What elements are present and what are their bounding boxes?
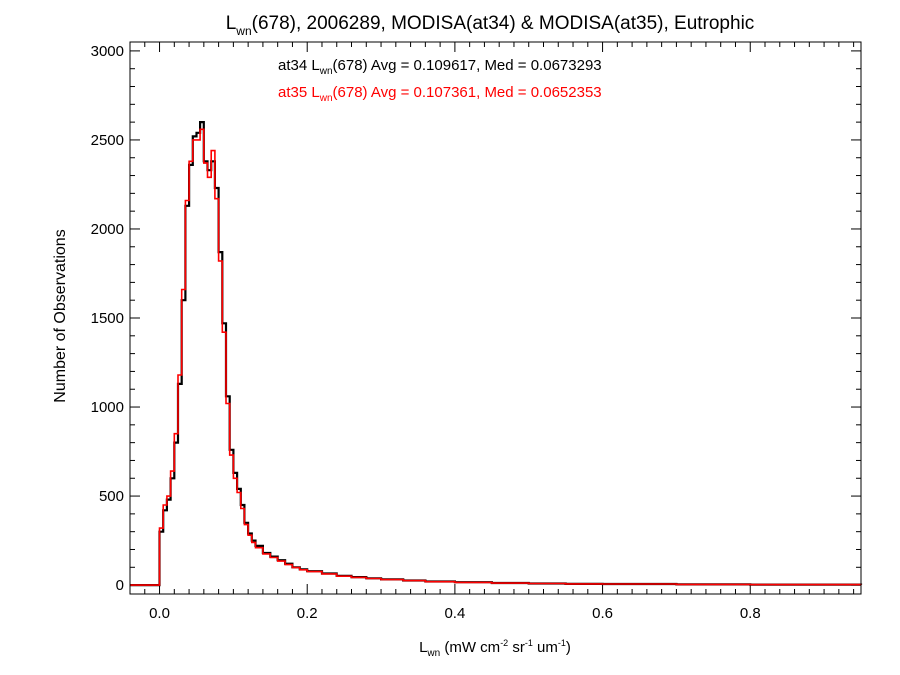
y-tick-label: 500 (99, 488, 124, 505)
y-tick-label: 3000 (91, 43, 124, 60)
x-tick-label: 0.6 (592, 605, 613, 622)
title-main: L (226, 13, 237, 34)
x-axis-label-units-4: ) (566, 639, 571, 656)
plot-frame (129, 41, 862, 595)
x-axis-label-units-2: sr (508, 639, 525, 656)
series-at35-line (130, 128, 862, 586)
annotation-at35-subscript: wn (319, 93, 333, 104)
y-tick-label: 1500 (91, 310, 124, 327)
annotation-at34-subscript: wn (319, 66, 333, 77)
annotation-at34-text: (678) Avg = 0.109617, Med = 0.0673293 (333, 57, 602, 74)
x-axis-label-sup-1: -2 (500, 638, 508, 648)
y-axis-label: Number of Observations (52, 229, 69, 402)
y-tick-label: 2000 (91, 221, 124, 238)
title-subscript: wn (235, 24, 251, 38)
y-tick-label: 2500 (91, 132, 124, 149)
axis-ticks: 0.0 0.2 0.4 0.6 0.8 0 500 1000 1500 2000 2500 3000 (91, 42, 861, 622)
annotation-at35: at35 Lwn(678) Avg = 0.107361, Med = 0.06… (278, 84, 602, 104)
annotation-at34: at34 Lwn(678) Avg = 0.109617, Med = 0.06… (278, 57, 602, 77)
annotation-at35-text: (678) Avg = 0.107361, Med = 0.0652353 (333, 84, 602, 101)
x-axis-label-sup-2: -1 (525, 638, 533, 648)
x-axis-label-units-1: (mW cm (440, 639, 500, 656)
x-axis-label-subscript: wn (426, 648, 440, 659)
y-tick-label: 1000 (91, 399, 124, 416)
x-axis-label: Lwn (mW cm-2 sr-1 um-1) (419, 638, 571, 659)
title-rest: (678), 2006289, MODISA(at34) & MODISA(at… (252, 13, 755, 34)
y-tick-label: 0 (116, 577, 124, 594)
x-axis-label-units-3: um (533, 639, 558, 656)
chart-title: Lwn(678), 2006289, MODISA(at34) & MODISA… (226, 13, 755, 38)
x-tick-label: 0.8 (740, 605, 761, 622)
x-axis-label-sup-3: -1 (558, 638, 566, 648)
x-tick-label: 0.0 (149, 605, 170, 622)
x-tick-label: 0.4 (444, 605, 465, 622)
x-axis-label-main: L (419, 639, 427, 656)
x-tick-label: 0.2 (297, 605, 318, 622)
annotation-at34-prefix: at34 L (278, 57, 320, 74)
histogram-series (130, 121, 863, 587)
annotation-at35-prefix: at35 L (278, 84, 320, 101)
